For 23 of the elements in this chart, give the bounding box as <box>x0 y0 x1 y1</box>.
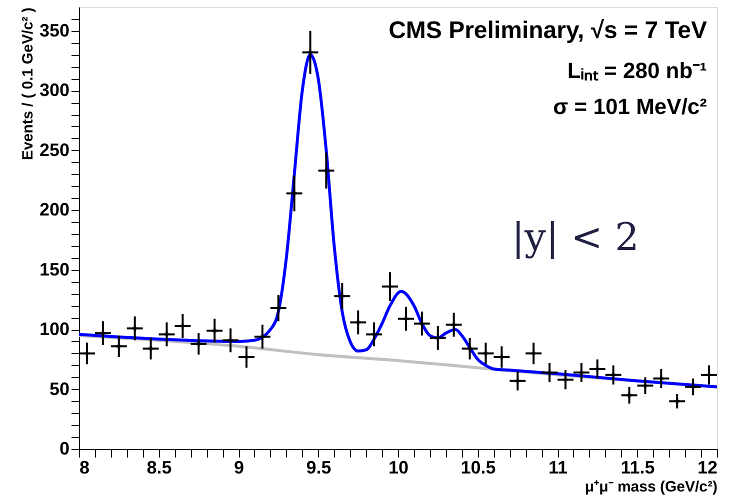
x-tick-label: 12 <box>697 458 718 478</box>
annotation: Lᵢₙₜ = 280 nb⁻¹ <box>567 58 707 83</box>
annotation: |y| < 2 <box>512 215 639 259</box>
y-tick-label: 200 <box>39 200 70 220</box>
x-tick-label: 10 <box>388 458 409 478</box>
y-axis-title: Events / ( 0.1 GeV/c² ) <box>19 8 36 160</box>
x-tick-label: 11.5 <box>620 458 655 478</box>
annotation: σ = 101 MeV/c² <box>553 94 707 119</box>
x-tick-label: 8 <box>80 458 90 478</box>
y-tick-label: 0 <box>59 438 70 458</box>
annotation: CMS Preliminary, √s = 7 TeV <box>388 17 707 44</box>
y-tick-label: 250 <box>39 140 70 160</box>
y-tick-label: 50 <box>49 378 70 399</box>
y-tick-label: 300 <box>39 80 70 100</box>
x-tick-label: 10.5 <box>460 458 496 478</box>
x-tick-label: 9.5 <box>306 458 332 478</box>
y-tick-label: 350 <box>39 20 70 40</box>
x-tick-label: 9 <box>234 458 244 478</box>
y-tick-label: 150 <box>39 259 70 280</box>
x-tick-label: 11 <box>548 458 568 478</box>
x-axis-title: μ⁺μ⁻ mass (GeV/c²) <box>584 478 718 496</box>
x-tick-label: 8.5 <box>146 458 172 478</box>
y-tick-label: 100 <box>39 319 70 340</box>
